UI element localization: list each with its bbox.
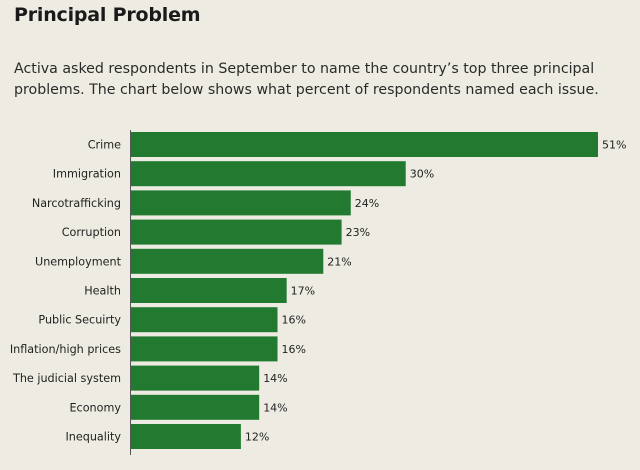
bar-unemployment: [131, 248, 324, 274]
category-label-immigration: Immigration: [53, 168, 121, 181]
category-label-economy: Economy: [69, 401, 121, 414]
category-label-unemployment: Unemployment: [35, 255, 122, 268]
value-label-narcotrafficking: 24%: [355, 197, 379, 210]
category-label-inequality: Inequality: [65, 431, 121, 444]
category-label-inflation-high-prices: Inflation/high prices: [10, 343, 121, 356]
category-label-crime: Crime: [88, 139, 121, 152]
bar-crime: [131, 132, 598, 157]
value-label-public-secuirty: 16%: [282, 314, 306, 327]
value-label-inflation-high-prices: 16%: [282, 343, 306, 356]
value-label-crime: 51%: [602, 139, 626, 152]
bars-group: Crime 51% Immigration 30% Narcotrafficking 24…: [10, 132, 626, 449]
category-label-the-judicial-system: The judicial system: [12, 372, 121, 385]
chart-title: Principal Problem: [14, 4, 201, 26]
chart-subtitle: Activa asked respondents in September to…: [14, 61, 599, 98]
value-label-the-judicial-system: 14%: [263, 372, 287, 385]
bar-public-secuirty: [131, 307, 278, 333]
value-label-inequality: 12%: [245, 431, 269, 444]
bar-narcotrafficking: [131, 190, 351, 216]
category-label-public-secuirty: Public Secuirty: [38, 314, 121, 327]
category-label-corruption: Corruption: [62, 226, 121, 239]
value-label-immigration: 30%: [410, 168, 434, 181]
bar-economy: [131, 394, 260, 420]
value-label-health: 17%: [291, 285, 315, 298]
bar-inflation-high-prices: [131, 336, 278, 362]
value-label-unemployment: 21%: [327, 255, 351, 268]
bar-immigration: [131, 161, 406, 187]
value-label-corruption: 23%: [346, 226, 370, 239]
category-label-narcotrafficking: Narcotrafficking: [32, 197, 121, 210]
bar-health: [131, 278, 287, 303]
bar-inequality: [131, 424, 241, 449]
value-label-economy: 14%: [263, 401, 287, 414]
bar-corruption: [131, 219, 342, 245]
bar-the-judicial-system: [131, 365, 260, 391]
category-label-health: Health: [84, 285, 121, 298]
